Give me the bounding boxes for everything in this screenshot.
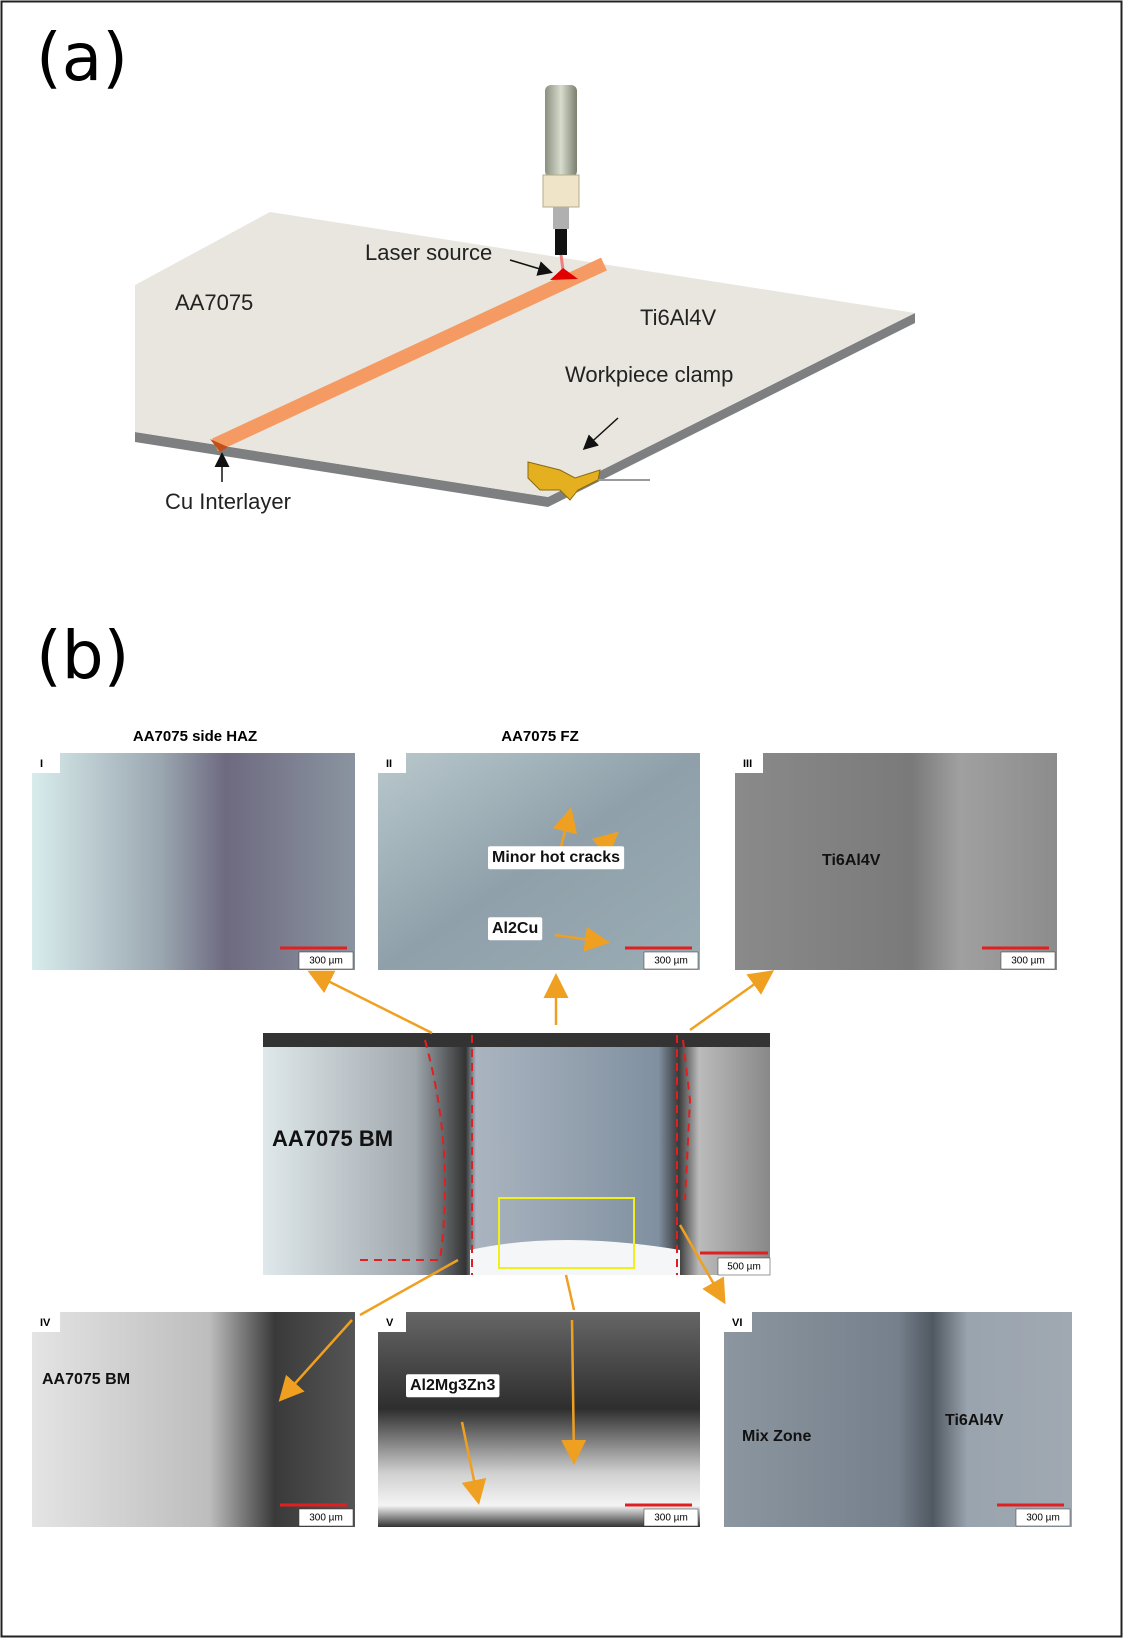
panel-id: II (386, 758, 392, 770)
panel-id: IV (40, 1317, 51, 1329)
micrograph (32, 753, 355, 970)
laser-beam (561, 255, 563, 270)
scale-label: 300 µm (1011, 956, 1045, 967)
panel-id: I (40, 758, 43, 770)
mount-top (263, 1033, 770, 1047)
laser-head (545, 85, 577, 177)
scale-label: 300 µm (654, 1513, 688, 1524)
annotation: Ti6Al4V (822, 852, 881, 869)
label: Ti6Al4V (640, 305, 717, 330)
scale-label: 300 µm (309, 1513, 343, 1524)
column-title: AA7075 FZ (501, 728, 579, 745)
laser-nozzle (553, 207, 569, 229)
laser-ring (543, 175, 579, 207)
figure: (a) Laser source AA7075 Ti6Al4V Workpiec… (0, 0, 1123, 1638)
annotation: AA7075 BM (272, 1126, 393, 1151)
panel-id: V (386, 1317, 394, 1329)
micrograph (378, 1312, 700, 1527)
micrograph (263, 1033, 770, 1275)
micrograph (735, 753, 1057, 970)
panel-id: VI (732, 1317, 742, 1329)
annotation: Minor hot cracks (492, 849, 620, 866)
micrograph (32, 1312, 355, 1527)
panel-id: III (743, 758, 752, 770)
annotation: Al2Mg3Zn3 (410, 1377, 495, 1394)
id-box (32, 753, 60, 773)
scale-label: 500 µm (727, 1262, 761, 1273)
label: Cu Interlayer (165, 489, 291, 514)
annotation: Ti6Al4V (945, 1412, 1004, 1429)
annotation: Mix Zone (742, 1428, 811, 1445)
label: Laser source (365, 240, 492, 265)
panel-label: (a) (36, 19, 128, 96)
scale-label: 300 µm (1026, 1513, 1060, 1524)
label: Workpiece clamp (565, 362, 733, 387)
scale-label: 300 µm (309, 956, 343, 967)
annotation: Al2Cu (492, 920, 538, 937)
micrograph (724, 1312, 1072, 1527)
panel-label: (b) (36, 617, 129, 694)
scale-label: 300 µm (654, 956, 688, 967)
label: AA7075 (175, 290, 253, 315)
page: (a) Laser source AA7075 Ti6Al4V Workpiec… (0, 0, 1123, 1638)
column-title: AA7075 side HAZ (133, 728, 257, 745)
laser-tip (555, 229, 567, 255)
annotation: AA7075 BM (42, 1371, 130, 1388)
